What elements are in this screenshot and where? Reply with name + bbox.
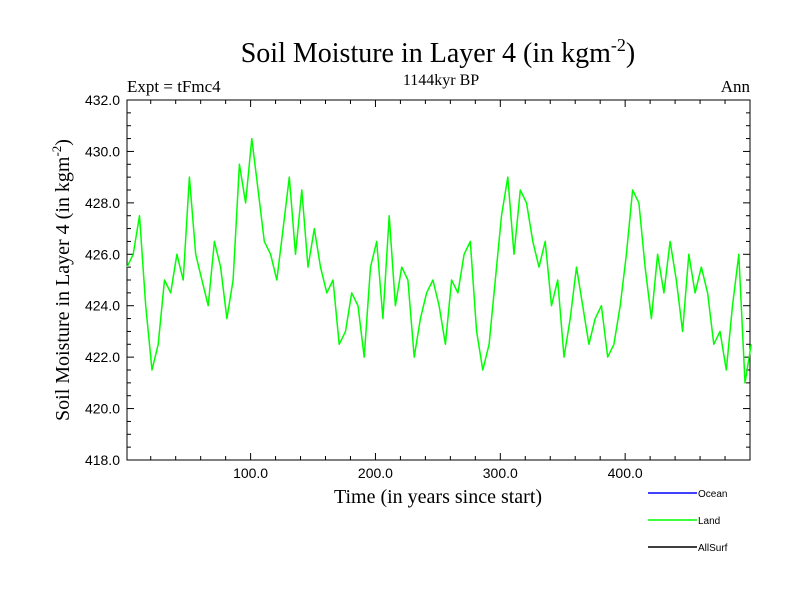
series-line-land (126, 137, 752, 384)
y-tick-label-432: 432.0 (85, 92, 120, 108)
y-axis-title: Soil Moisture in Layer 4 (in kgm-2) (49, 139, 74, 421)
plot-frame (126, 99, 751, 461)
legend-label-allsurf: AllSurf (698, 543, 728, 554)
y-tick-label-418: 418.0 (85, 452, 120, 468)
experiment-label: Expt = tFmc4 (127, 77, 221, 96)
x-tick-label-300: 300.0 (483, 465, 518, 481)
legend: Ocean Land AllSurf (648, 489, 728, 554)
x-axis-ticks: 100.0 200.0 300.0 400.0 (150, 100, 726, 481)
y-tick-label-422: 422.0 (85, 349, 120, 365)
legend-item-land: Land (648, 516, 720, 527)
x-axis-title: Time (in years since start) (334, 486, 542, 508)
legend-label-ocean: Ocean (698, 489, 727, 500)
y-tick-label-424: 424.0 (85, 298, 120, 314)
y-tick-label-426: 426.0 (85, 246, 120, 262)
x-tick-label-400: 400.0 (608, 465, 643, 481)
legend-item-ocean: Ocean (648, 489, 727, 500)
chart-title: Soil Moisture in Layer 4 (in kgm-2) (241, 35, 636, 69)
y-tick-label-430: 430.0 (85, 143, 120, 159)
x-tick-label-100: 100.0 (233, 465, 268, 481)
season-label: Ann (721, 77, 751, 96)
y-tick-label-420: 420.0 (85, 401, 120, 417)
y-tick-label-428: 428.0 (85, 195, 120, 211)
legend-item-allsurf: AllSurf (648, 543, 728, 554)
legend-label-land: Land (698, 516, 720, 527)
y-axis-ticks: 418.0 420.0 422.0 424.0 426.0 428.0 430.0 432.0 (85, 92, 750, 468)
x-tick-label-200: 200.0 (358, 465, 393, 481)
chart-subtitle: 1144kyr BP (403, 72, 479, 89)
data-series (126, 137, 752, 384)
